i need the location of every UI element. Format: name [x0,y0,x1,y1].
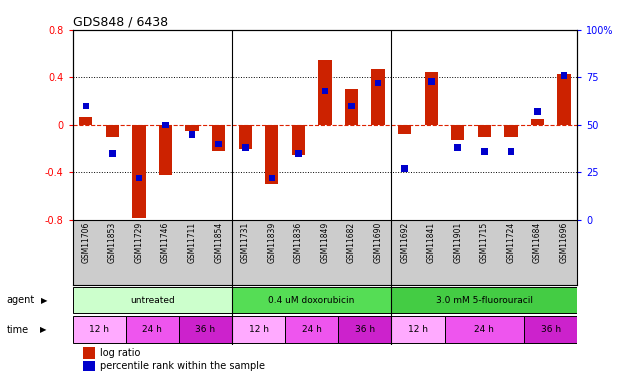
Bar [322,87,328,94]
Text: 24 h: 24 h [475,325,494,334]
Bar [504,125,517,137]
Text: GSM11724: GSM11724 [507,222,516,263]
Text: GDS848 / 6438: GDS848 / 6438 [73,16,168,29]
Text: GSM11901: GSM11901 [453,222,463,263]
Bar [557,74,570,125]
Bar [232,286,391,314]
Text: percentile rank within the sample: percentile rank within the sample [100,362,265,372]
Bar [391,286,577,314]
Bar [345,89,358,125]
Text: GSM11841: GSM11841 [427,222,436,263]
Bar [73,316,126,343]
Bar [481,148,488,155]
Bar [215,141,222,147]
Text: GSM11849: GSM11849 [321,222,329,263]
Bar [428,78,435,84]
Text: 12 h: 12 h [408,325,428,334]
Bar [295,150,302,157]
Bar [292,125,305,154]
Text: GSM11746: GSM11746 [161,222,170,263]
Bar [109,150,115,157]
Bar [126,316,179,343]
Bar [73,286,232,314]
Bar [391,316,444,343]
Text: GSM11853: GSM11853 [108,222,117,263]
Bar [232,316,285,343]
Text: 36 h: 36 h [355,325,375,334]
Bar [285,316,338,343]
Text: log ratio: log ratio [100,348,141,358]
Text: 36 h: 36 h [196,325,215,334]
Bar [189,131,196,138]
Bar [401,165,408,172]
Bar [239,125,252,149]
Bar [478,125,491,137]
Text: 24 h: 24 h [302,325,322,334]
Bar [531,119,544,125]
Bar [398,125,411,135]
Text: GSM11729: GSM11729 [134,222,143,263]
Text: 24 h: 24 h [143,325,162,334]
Bar [444,316,524,343]
Text: 12 h: 12 h [89,325,109,334]
Bar [561,72,567,79]
Bar [265,125,278,184]
Bar [242,144,249,151]
Bar [80,117,93,125]
Bar [454,144,461,151]
Text: GSM11690: GSM11690 [374,222,382,263]
Bar [507,148,514,155]
Text: GSM11839: GSM11839 [268,222,276,263]
Text: ▶: ▶ [40,325,46,334]
Bar [451,125,464,140]
Text: GSM11682: GSM11682 [347,222,356,263]
Text: ▶: ▶ [41,296,47,304]
Bar [318,60,332,125]
Text: GSM11854: GSM11854 [214,222,223,263]
Text: 36 h: 36 h [541,325,561,334]
Bar [212,125,225,151]
Bar [375,80,381,87]
Bar [372,69,385,125]
Text: agent: agent [6,295,35,305]
Bar [106,125,119,137]
Text: 12 h: 12 h [249,325,269,334]
Bar [425,72,438,125]
Bar [534,108,541,115]
Text: GSM11706: GSM11706 [81,222,90,263]
Text: untreated: untreated [130,296,175,304]
Text: GSM11731: GSM11731 [241,222,250,263]
Text: 0.4 uM doxorubicin: 0.4 uM doxorubicin [269,296,355,304]
Bar [162,122,169,128]
Bar [269,175,275,181]
Text: GSM11711: GSM11711 [187,222,197,263]
Bar [83,347,95,359]
Text: GSM11692: GSM11692 [400,222,409,263]
Bar [179,316,232,343]
Text: time: time [6,325,28,335]
Bar [83,361,95,373]
Bar [133,125,146,217]
Text: GSM11715: GSM11715 [480,222,489,263]
Text: GSM11684: GSM11684 [533,222,542,263]
Bar [338,316,391,343]
Text: GSM11836: GSM11836 [294,222,303,263]
Bar [83,103,89,109]
Bar [348,103,355,109]
Bar [524,316,577,343]
Text: GSM11696: GSM11696 [560,222,569,263]
Bar [159,125,172,175]
Bar [186,125,199,131]
Text: 3.0 mM 5-fluorouracil: 3.0 mM 5-fluorouracil [436,296,533,304]
Bar [136,175,143,181]
